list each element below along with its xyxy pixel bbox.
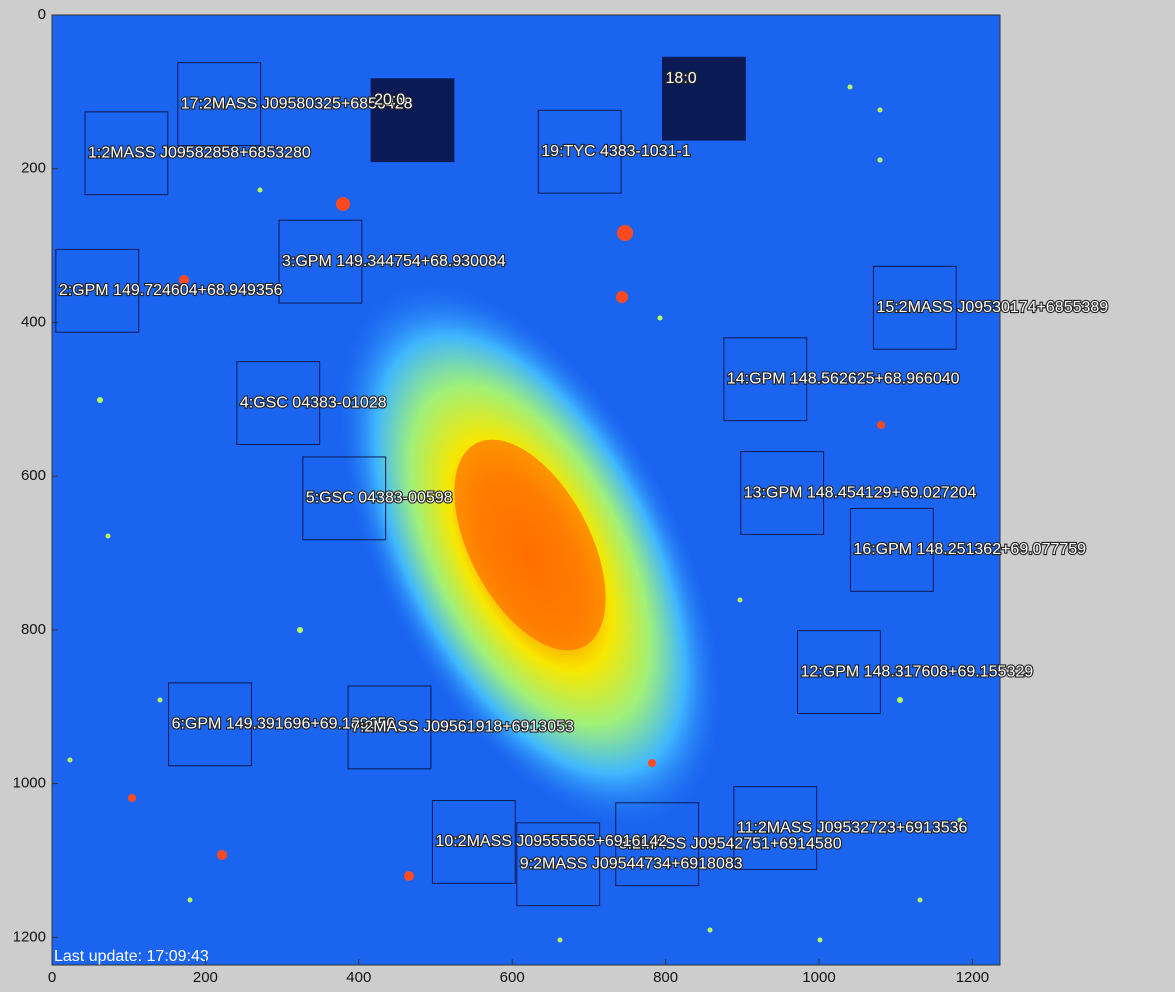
filled-box: [370, 78, 455, 163]
source-label: 11:2MASS J09532723+6913536: [737, 819, 968, 836]
y-tick-label: 800: [21, 621, 46, 638]
source-label: 16:GPM 148.251362+69.077759: [853, 541, 1086, 558]
x-tick-label: 0: [48, 969, 56, 986]
source-box: [302, 456, 387, 541]
x-tick-label: 600: [500, 969, 525, 986]
source-label: 8:2MASS J09542751+6914580: [619, 836, 842, 853]
x-tick-label: 1200: [956, 969, 989, 986]
y-tick-label: 600: [21, 467, 46, 484]
source-label: 19:TYC 4383-1031-1: [541, 143, 691, 160]
source-label: 12:GPM 148.317608+69.155329: [801, 663, 1034, 680]
source-box: [516, 822, 601, 907]
source-label: 6:GPM 149.391696+69.189650: [172, 716, 396, 733]
source-label: 2:GPM 149.724604+68.949356: [59, 282, 283, 299]
source-box: [431, 800, 516, 884]
x-tick-label: 200: [193, 969, 218, 986]
sky-image: [52, 15, 1000, 965]
source-label: 10:2MASS J09555565+6916142: [435, 833, 667, 850]
source-label: 9:2MASS J09544734+6918083: [520, 856, 743, 873]
source-box: [347, 685, 432, 770]
source-box: [797, 630, 881, 714]
source-label: 7:2MASS J09561918+6913053: [351, 719, 574, 736]
filled-box: [662, 56, 746, 141]
source-box: [278, 219, 363, 304]
source-box: [615, 802, 700, 887]
source-box: [872, 265, 957, 350]
source-box: [849, 507, 934, 592]
y-tick-label: 1000: [13, 775, 46, 792]
source-label: 3:GPM 149.344754+68.930084: [282, 253, 506, 270]
source-box: [177, 62, 262, 146]
source-label: 15:2MASS J09530174+6855389: [876, 299, 1108, 316]
y-tick-label: 0: [38, 6, 46, 23]
source-label: 1:2MASS J09582858+6853280: [88, 145, 311, 162]
x-tick-label: 400: [346, 969, 371, 986]
source-label: 14:GPM 148.562625+68.966040: [727, 371, 960, 388]
source-box: [55, 248, 140, 333]
source-label: 5:GSC 04383-00598: [306, 490, 453, 507]
source-label: 4:GSC 04383-01028: [240, 394, 387, 411]
source-box: [723, 337, 808, 422]
source-box: [537, 109, 622, 194]
source-box: [733, 786, 818, 871]
source-box: [84, 111, 169, 196]
source-label: 18:0: [666, 70, 697, 87]
source-box: [740, 451, 825, 535]
x-tick-label: 1000: [802, 969, 835, 986]
annotation: Last update: 17:09:43: [54, 948, 209, 965]
source-label: 20:0: [374, 92, 405, 109]
source-label: 13:GPM 148.454129+69.027204: [744, 484, 977, 501]
y-tick-label: 400: [21, 313, 46, 330]
source-label: 17:2MASS J09580325+6850428: [181, 95, 413, 112]
source-box: [236, 361, 321, 445]
plot-frame: [51, 14, 1001, 966]
source-box: [168, 682, 252, 767]
x-tick-label: 800: [653, 969, 678, 986]
y-tick-label: 1200: [13, 928, 46, 945]
y-tick-label: 200: [21, 160, 46, 177]
